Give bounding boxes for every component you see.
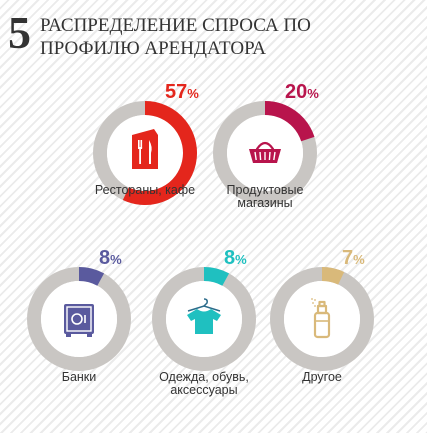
donut-5: 7% bbox=[270, 247, 374, 371]
category-label: Другое bbox=[302, 370, 342, 384]
donut-value-arc bbox=[203, 267, 230, 286]
category-label: Банки bbox=[61, 370, 97, 384]
percent-label: 57% bbox=[165, 81, 199, 103]
percent-label: 20% bbox=[285, 81, 319, 103]
category-label: Одежда, обувь, аксессуары bbox=[159, 370, 249, 397]
donut-4: 8% bbox=[152, 247, 256, 371]
percent-label: 8% bbox=[99, 247, 122, 269]
donut-value-arc bbox=[321, 267, 345, 285]
donut-2: 20% bbox=[213, 81, 319, 205]
spray-bottle-icon bbox=[311, 298, 331, 339]
category-label: Рестораны, кафе bbox=[94, 183, 196, 197]
section-number: 5 bbox=[8, 7, 31, 58]
donut-value-arc bbox=[264, 101, 315, 142]
donut-3: 8% bbox=[27, 247, 131, 371]
percent-label: 7% bbox=[342, 247, 365, 269]
donut-1: 57% bbox=[93, 81, 199, 205]
page-title: РАСПРЕДЕЛЕНИЕ СПРОСА ПО ПРОФИЛЮ АРЕНДАТО… bbox=[40, 15, 311, 59]
bank-safe-icon bbox=[64, 304, 94, 337]
t-shirt-icon bbox=[187, 298, 221, 334]
shopping-basket-icon bbox=[249, 141, 281, 163]
restaurant-menu-icon bbox=[132, 129, 158, 169]
donut-value-arc bbox=[122, 101, 197, 205]
category-label: Продуктовые магазины bbox=[226, 183, 304, 210]
percent-label: 8% bbox=[224, 247, 247, 269]
donut-center bbox=[284, 281, 360, 357]
donut-value-arc bbox=[78, 267, 105, 286]
